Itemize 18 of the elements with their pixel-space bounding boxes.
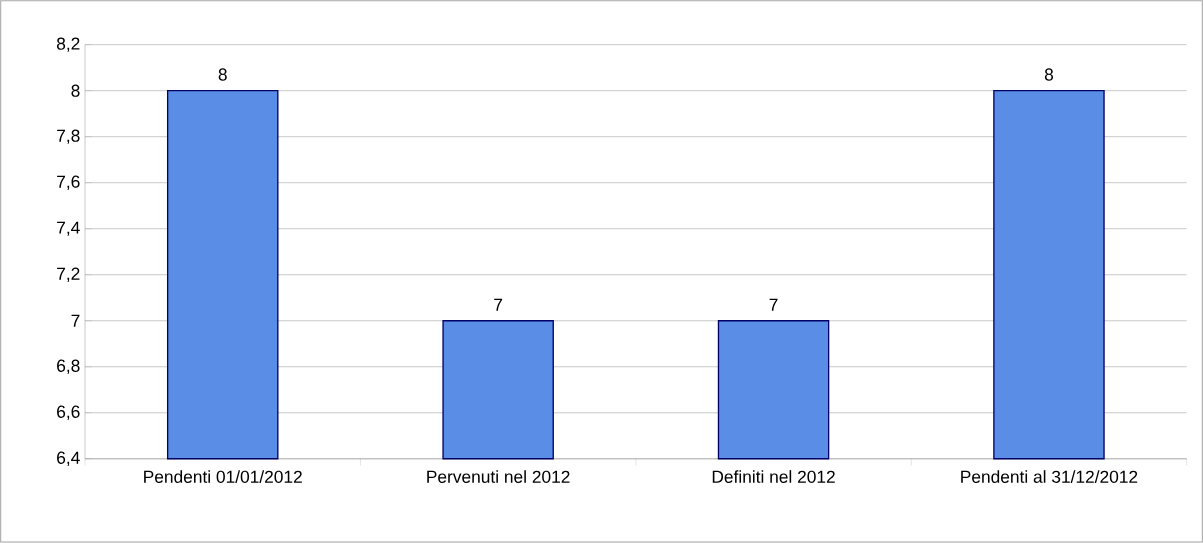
data-label: 7 [494, 298, 503, 311]
y-tick-label: 8 [71, 84, 80, 97]
x-tick-label: Pendenti al 31/12/2012 [961, 470, 1138, 483]
data-label: 8 [1044, 68, 1054, 81]
y-tick-label: 7 [71, 314, 80, 327]
data-label: 8 [218, 68, 227, 81]
y-tick-label: 7,4 [57, 221, 80, 236]
x-tick-label: Definiti nel 2012 [712, 470, 835, 483]
x-tick-label: Pendenti 01/01/2012 [144, 470, 302, 483]
x-tick-label: Pervenuti nel 2012 [427, 470, 570, 483]
y-tick-label: 7,6 [57, 175, 80, 190]
y-tick-label: 6,4 [57, 451, 80, 467]
y-tick-label: 6,8 [57, 359, 80, 375]
y-tick-label: 6,6 [57, 405, 80, 421]
y-tick-label: 7,8 [57, 129, 80, 144]
y-tick-label: 8,2 [56, 37, 80, 52]
y-tick-label: 7,2 [57, 267, 80, 282]
data-label: 7 [769, 298, 778, 311]
